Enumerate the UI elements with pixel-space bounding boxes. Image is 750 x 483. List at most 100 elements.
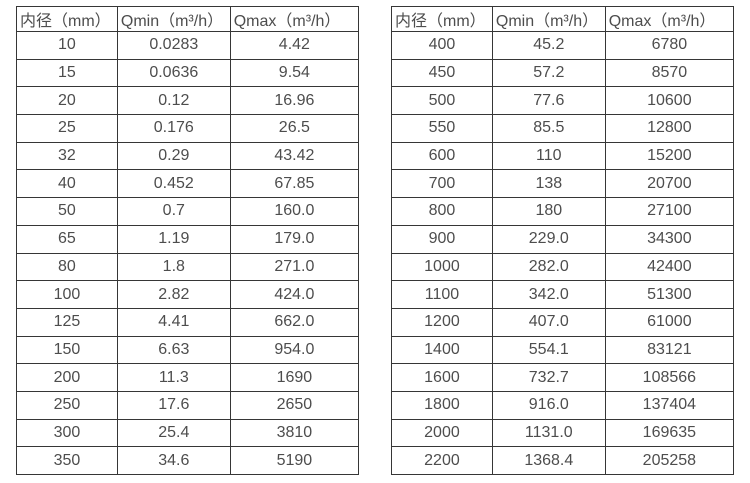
table-cell: 169635: [604, 418, 735, 448]
table-row: 1600 732.7 108566: [391, 363, 735, 392]
table-cell: 1368.4: [491, 446, 606, 475]
column-header: 内径（mm）: [16, 6, 118, 32]
table-cell: 2000: [391, 418, 493, 448]
table-cell: 9.54: [229, 58, 360, 88]
table-row: 2200 1368.4 205258: [391, 446, 735, 475]
table-cell: 1100: [391, 280, 493, 309]
table-cell: 0.0283: [116, 31, 231, 60]
table-cell: 25: [16, 114, 118, 143]
table-cell: 500: [391, 86, 493, 116]
column-header: Qmax（m³/h）: [604, 6, 735, 32]
table-row: 150 6.63 954.0: [16, 335, 360, 365]
table-row: 1000 282.0 42400: [391, 252, 735, 282]
table-cell: 0.7: [116, 197, 231, 226]
table-cell: 8570: [604, 58, 735, 88]
table-cell: 1131.0: [491, 418, 606, 448]
table-row: 25 0.176 26.5: [16, 114, 360, 143]
table-cell: 2200: [391, 446, 493, 475]
table-row: 250 17.6 2650: [16, 390, 360, 420]
table-cell: 83121: [604, 335, 735, 365]
table-cell: 150: [16, 335, 118, 365]
table-row: 450 57.2 8570: [391, 58, 735, 88]
table-cell: 0.0636: [116, 58, 231, 88]
table-row: 32 0.29 43.42: [16, 141, 360, 171]
spec-table-right: 内径（mm） Qmin（m³/h） Qmax（m³/h） 400 45.2 6780 45…: [391, 6, 735, 475]
table-row: 1100 342.0 51300: [391, 280, 735, 309]
table-cell: 40: [16, 169, 118, 199]
table-cell: 77.6: [491, 86, 606, 116]
table-cell: 110: [491, 141, 606, 171]
table-cell: 45.2: [491, 31, 606, 60]
table-cell: 1.19: [116, 224, 231, 254]
table-cell: 407.0: [491, 307, 606, 337]
table-cell: 57.2: [491, 58, 606, 88]
table-cell: 6.63: [116, 335, 231, 365]
table-row: 700 138 20700: [391, 169, 735, 199]
table-cell: 20: [16, 86, 118, 116]
table-row: 300 25.4 3810: [16, 418, 360, 448]
table-cell: 12800: [604, 114, 735, 143]
table-cell: 916.0: [491, 390, 606, 420]
table-cell: 34300: [604, 224, 735, 254]
table-cell: 15: [16, 58, 118, 88]
table-cell: 65: [16, 224, 118, 254]
table-row: 100 2.82 424.0: [16, 280, 360, 309]
column-header: Qmin（m³/h）: [116, 6, 231, 32]
table-cell: 6780: [604, 31, 735, 60]
table-cell: 1400: [391, 335, 493, 365]
table-row: 1800 916.0 137404: [391, 390, 735, 420]
table-cell: 450: [391, 58, 493, 88]
table-cell: 600: [391, 141, 493, 171]
table-cell: 350: [16, 446, 118, 475]
table-cell: 100: [16, 280, 118, 309]
table-cell: 662.0: [229, 307, 360, 337]
table-cell: 0.12: [116, 86, 231, 116]
spec-table-left: 内径（mm） Qmin（m³/h） Qmax（m³/h） 10 0.0283 4.42 1…: [16, 6, 360, 475]
table-cell: 0.452: [116, 169, 231, 199]
table-cell: 42400: [604, 252, 735, 282]
table-cell: 250: [16, 390, 118, 420]
table-cell: 732.7: [491, 363, 606, 392]
table-cell: 67.85: [229, 169, 360, 199]
table-cell: 4.41: [116, 307, 231, 337]
table-cell: 400: [391, 31, 493, 60]
table-row: 80 1.8 271.0: [16, 252, 360, 282]
table-cell: 1200: [391, 307, 493, 337]
table-row: 40 0.452 67.85: [16, 169, 360, 199]
table-cell: 61000: [604, 307, 735, 337]
table-row: 600 110 15200: [391, 141, 735, 171]
table-cell: 125: [16, 307, 118, 337]
table-row: 50 0.7 160.0: [16, 197, 360, 226]
table-row: 900 229.0 34300: [391, 224, 735, 254]
table-cell: 1800: [391, 390, 493, 420]
table-row: 350 34.6 5190: [16, 446, 360, 475]
table-cell: 137404: [604, 390, 735, 420]
table-cell: 15200: [604, 141, 735, 171]
table-cell: 11.3: [116, 363, 231, 392]
table-row: 550 85.5 12800: [391, 114, 735, 143]
table-cell: 424.0: [229, 280, 360, 309]
table-cell: 32: [16, 141, 118, 171]
table-row: 125 4.41 662.0: [16, 307, 360, 337]
table-row: 65 1.19 179.0: [16, 224, 360, 254]
table-cell: 10600: [604, 86, 735, 116]
table-cell: 282.0: [491, 252, 606, 282]
header-row: 内径（mm） Qmin（m³/h） Qmax（m³/h）: [391, 6, 735, 32]
table-cell: 954.0: [229, 335, 360, 365]
table-row: 2000 1131.0 169635: [391, 418, 735, 448]
table-cell: 1000: [391, 252, 493, 282]
table-cell: 0.29: [116, 141, 231, 171]
table-cell: 138: [491, 169, 606, 199]
table-cell: 200: [16, 363, 118, 392]
table-cell: 179.0: [229, 224, 360, 254]
table-row: 200 11.3 1690: [16, 363, 360, 392]
table-cell: 342.0: [491, 280, 606, 309]
table-cell: 300: [16, 418, 118, 448]
table-cell: 271.0: [229, 252, 360, 282]
table-cell: 50: [16, 197, 118, 226]
table-cell: 27100: [604, 197, 735, 226]
table-cell: 108566: [604, 363, 735, 392]
table-row: 1200 407.0 61000: [391, 307, 735, 337]
table-cell: 25.4: [116, 418, 231, 448]
